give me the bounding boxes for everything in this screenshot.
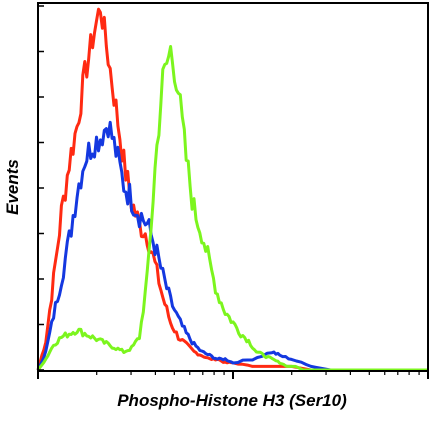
series-line-2 <box>36 120 428 372</box>
y-axis-label: Events <box>3 159 22 215</box>
series-layer <box>36 7 428 372</box>
series-line-1 <box>36 7 428 372</box>
x-axis-label: Phospho-Histone H3 (Ser10) <box>117 391 347 410</box>
series-line-3 <box>36 45 428 372</box>
plot-frame <box>37 2 429 372</box>
